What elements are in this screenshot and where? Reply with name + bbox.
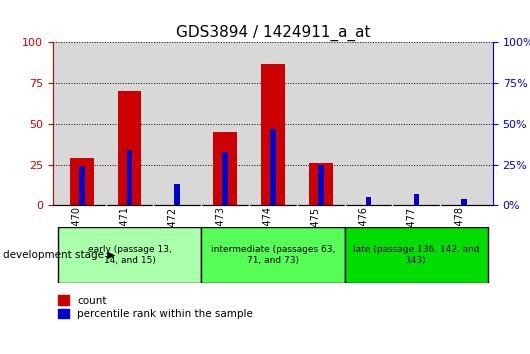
Bar	[174, 184, 180, 205]
Bar	[127, 150, 132, 205]
Text: late (passage 136, 142, and
143): late (passage 136, 142, and 143)	[353, 245, 480, 264]
Bar	[270, 129, 276, 205]
Text: development stage ▶: development stage ▶	[3, 250, 115, 260]
Text: GSM610472: GSM610472	[167, 206, 178, 266]
Bar	[366, 197, 372, 205]
Bar	[261, 64, 285, 205]
Bar	[201, 227, 344, 283]
Text: GSM610477: GSM610477	[407, 206, 417, 266]
Legend: count, percentile rank within the sample: count, percentile rank within the sample	[58, 296, 253, 319]
Text: GSM610474: GSM610474	[263, 206, 273, 266]
Text: GSM610470: GSM610470	[72, 206, 82, 266]
Text: GSM610473: GSM610473	[215, 206, 225, 266]
Bar	[344, 227, 488, 283]
Text: early (passage 13,
14, and 15): early (passage 13, 14, and 15)	[87, 245, 171, 264]
Bar	[309, 163, 333, 205]
Bar	[318, 165, 324, 205]
Bar	[222, 152, 228, 205]
Bar	[213, 132, 237, 205]
Bar	[58, 227, 201, 283]
Bar	[413, 194, 419, 205]
Text: intermediate (passages 63,
71, and 73): intermediate (passages 63, 71, and 73)	[211, 245, 335, 264]
Text: GSM610475: GSM610475	[311, 206, 321, 266]
Bar	[79, 166, 85, 205]
Bar	[70, 158, 94, 205]
Text: GSM610476: GSM610476	[359, 206, 368, 266]
Bar	[118, 91, 142, 205]
Title: GDS3894 / 1424911_a_at: GDS3894 / 1424911_a_at	[176, 25, 370, 41]
Text: GSM610478: GSM610478	[454, 206, 464, 266]
Bar	[461, 199, 467, 205]
Text: GSM610471: GSM610471	[119, 206, 129, 266]
